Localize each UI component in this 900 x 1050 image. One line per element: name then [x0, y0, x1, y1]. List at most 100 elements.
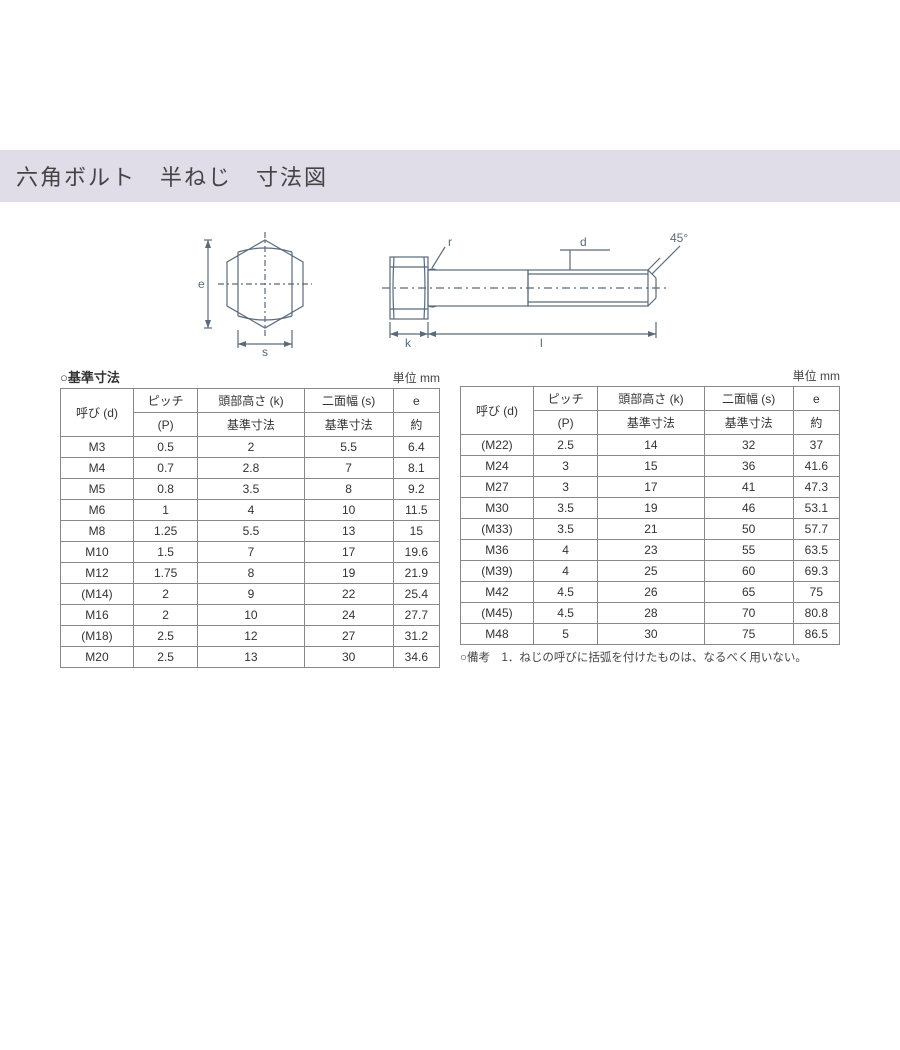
cell-k: 26: [598, 582, 704, 603]
cell-e: 47.3: [793, 477, 839, 498]
col-p: ピッチ: [133, 389, 197, 413]
cell-d: M6: [61, 500, 134, 521]
cell-s: 17: [304, 542, 393, 563]
col-s: 二面幅 (s): [704, 387, 793, 411]
cell-s: 65: [704, 582, 793, 603]
col-p-sub: (P): [133, 413, 197, 437]
cell-s: 22: [304, 584, 393, 605]
cell-e: 80.8: [793, 603, 839, 624]
cell-e: 34.6: [393, 647, 439, 668]
cell-s: 55: [704, 540, 793, 561]
cell-d: M20: [61, 647, 134, 668]
cell-p: 0.7: [133, 458, 197, 479]
cell-s: 8: [304, 479, 393, 500]
cell-k: 2: [198, 437, 304, 458]
cell-s: 5.5: [304, 437, 393, 458]
cell-p: 1: [133, 500, 197, 521]
cell-p: 1.5: [133, 542, 197, 563]
col-p: ピッチ: [533, 387, 597, 411]
col-s-sub: 基準寸法: [304, 413, 393, 437]
cell-d: M5: [61, 479, 134, 500]
table-row: M6141011.5: [61, 500, 440, 521]
cell-d: M3: [61, 437, 134, 458]
table-row: M121.7581921.9: [61, 563, 440, 584]
cell-p: 1.75: [133, 563, 197, 584]
cell-e: 19.6: [393, 542, 439, 563]
cell-s: 60: [704, 561, 793, 582]
col-k-sub: 基準寸法: [198, 413, 304, 437]
cell-p: 3: [533, 477, 597, 498]
cell-e: 69.3: [793, 561, 839, 582]
cell-e: 27.7: [393, 605, 439, 626]
cell-d: (M18): [61, 626, 134, 647]
table-row: (M39)4256069.3: [461, 561, 840, 582]
cell-k: 21: [598, 519, 704, 540]
cell-d: (M33): [461, 519, 534, 540]
cell-k: 3.5: [198, 479, 304, 500]
cell-s: 19: [304, 563, 393, 584]
cell-k: 28: [598, 603, 704, 624]
cell-e: 37: [793, 435, 839, 456]
cell-k: 13: [198, 647, 304, 668]
cell-k: 30: [598, 624, 704, 645]
cell-d: (M22): [461, 435, 534, 456]
cell-s: 10: [304, 500, 393, 521]
cell-k: 2.8: [198, 458, 304, 479]
table-row: M303.5194653.1: [461, 498, 840, 519]
col-e-sub: 約: [793, 411, 839, 435]
cell-k: 9: [198, 584, 304, 605]
spec-table-right: 呼び (d) ピッチ 頭部高さ (k) 二面幅 (s) e (P) 基準寸法 基…: [460, 386, 840, 645]
cell-d: M24: [461, 456, 534, 477]
cell-k: 12: [198, 626, 304, 647]
cell-k: 8: [198, 563, 304, 584]
cell-e: 8.1: [393, 458, 439, 479]
cell-k: 25: [598, 561, 704, 582]
cell-e: 21.9: [393, 563, 439, 584]
dim-label-r: r: [448, 235, 452, 249]
table-row: M243153641.6: [461, 456, 840, 477]
tables-container: ○基準寸法 単位 mm 呼び (d) ピッチ 頭部高さ (k) 二面幅 (s) …: [0, 367, 900, 668]
cell-d: M16: [61, 605, 134, 626]
cell-p: 2: [133, 584, 197, 605]
cell-d: M10: [61, 542, 134, 563]
cell-e: 15: [393, 521, 439, 542]
dim-label-k: k: [405, 336, 412, 350]
cell-s: 75: [704, 624, 793, 645]
col-e: e: [393, 389, 439, 413]
cell-k: 10: [198, 605, 304, 626]
dim-label-l: l: [540, 336, 543, 350]
cell-s: 32: [704, 435, 793, 456]
table-row: (M18)2.5122731.2: [61, 626, 440, 647]
table-row: M40.72.878.1: [61, 458, 440, 479]
table-row: M424.5266575: [461, 582, 840, 603]
cell-d: (M45): [461, 603, 534, 624]
cell-s: 30: [304, 647, 393, 668]
cell-p: 5: [533, 624, 597, 645]
cell-p: 2.5: [133, 626, 197, 647]
cell-s: 46: [704, 498, 793, 519]
table-left-unit: 単位 mm: [393, 369, 440, 386]
cell-p: 4: [533, 540, 597, 561]
table-footnote: ○備考 1．ねじの呼びに括弧を付けたものは、なるべく用いない。: [460, 649, 840, 665]
cell-p: 4.5: [533, 582, 597, 603]
cell-p: 4.5: [533, 603, 597, 624]
cell-k: 5.5: [198, 521, 304, 542]
page-title: 六角ボルト 半ねじ 寸法図: [16, 160, 884, 192]
cell-d: M48: [461, 624, 534, 645]
col-k-sub: 基準寸法: [598, 411, 704, 435]
col-e-sub: 約: [393, 413, 439, 437]
cell-p: 3.5: [533, 498, 597, 519]
cell-p: 2.5: [133, 647, 197, 668]
cell-d: M27: [461, 477, 534, 498]
cell-d: M8: [61, 521, 134, 542]
cell-p: 0.5: [133, 437, 197, 458]
col-e: e: [793, 387, 839, 411]
cell-d: M30: [461, 498, 534, 519]
dim-label-s: s: [262, 345, 268, 357]
col-k: 頭部高さ (k): [598, 387, 704, 411]
col-d: 呼び (d): [61, 389, 134, 437]
cell-p: 4: [533, 561, 597, 582]
table-row: M162102427.7: [61, 605, 440, 626]
cell-s: 36: [704, 456, 793, 477]
cell-e: 11.5: [393, 500, 439, 521]
